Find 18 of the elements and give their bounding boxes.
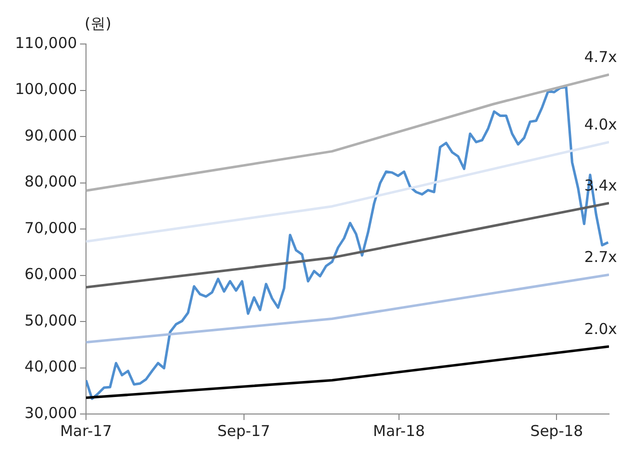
series-label: 4.0x [584,115,618,134]
y-tick-label: 110,000 [15,34,78,52]
y-tick-label: 70,000 [24,218,78,237]
x-tick-label: Mar-18 [373,422,425,440]
x-tick-label: Sep-18 [530,422,584,440]
y-tick-label: 30,000 [24,404,78,422]
series-label: 2.7x [584,248,618,266]
x-tick-label: Mar-17 [60,422,112,440]
y-tick-label: 60,000 [24,265,78,284]
series-label: 4.7x [584,48,618,66]
series-label: 2.0x [584,320,618,338]
y-axis-title: (원) [84,14,112,32]
y-tick-label: 40,000 [24,358,78,376]
y-tick-label: 100,000 [15,80,78,98]
y-tick-label: 50,000 [24,311,78,330]
y-tick-label: 80,000 [24,172,78,191]
y-tick-label: 90,000 [24,126,78,144]
x-tick-label: Sep-17 [217,422,270,440]
